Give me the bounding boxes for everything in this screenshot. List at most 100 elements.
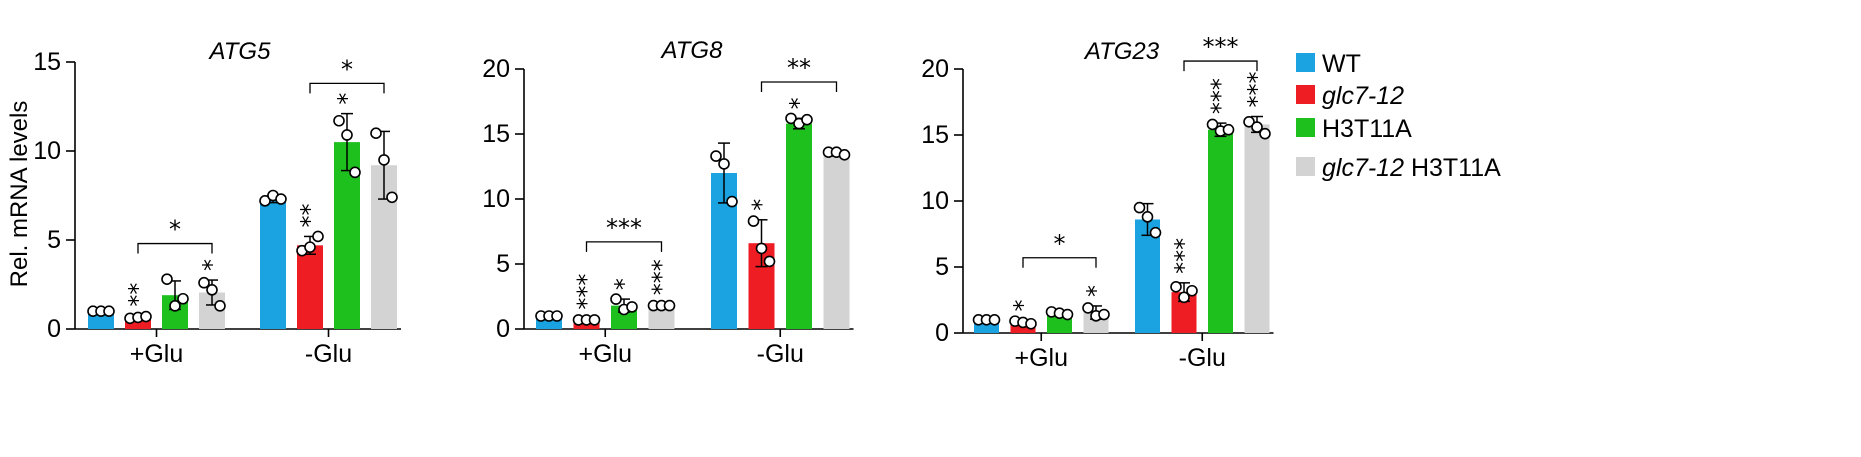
data-point	[551, 310, 563, 322]
significance-stars: ***	[648, 259, 676, 295]
significance-stars: **	[296, 203, 324, 227]
legend-swatch-glc7-12	[1296, 85, 1315, 104]
data-point	[259, 195, 271, 207]
data-point	[1133, 201, 1146, 214]
y-tick-label: 20	[921, 55, 949, 83]
x-category-label: -Glu	[757, 340, 804, 368]
comparison-bracket	[137, 242, 213, 254]
bracket-stars: ***	[1203, 33, 1239, 61]
significance-stars: *	[333, 93, 361, 105]
y-tick-label: 10	[482, 185, 510, 213]
data-point	[169, 300, 181, 312]
significance-stars: **	[124, 283, 152, 307]
data-point	[304, 241, 316, 253]
data-point	[1098, 308, 1110, 321]
significance-stars: ***	[573, 274, 601, 310]
data-point	[710, 150, 722, 162]
y-tick-label: 0	[496, 315, 510, 343]
y-tick-label: 5	[496, 250, 510, 278]
y-axis-label: Rel. mRNA levels	[6, 101, 33, 288]
data-point	[370, 127, 382, 139]
significance-stars: ***	[1207, 78, 1235, 114]
y-tick-label: 15	[482, 120, 510, 148]
chart-title: ATG23	[1083, 38, 1160, 65]
data-point	[785, 112, 797, 125]
data-point	[838, 149, 851, 161]
data-point	[1178, 291, 1190, 304]
y-tick-label: 20	[482, 55, 510, 83]
data-point	[1061, 308, 1074, 321]
data-point	[341, 129, 353, 141]
significance-stars: *	[1009, 299, 1037, 311]
y-tick-label: 10	[33, 137, 61, 165]
y-tick-label: 10	[921, 187, 949, 215]
significance-stars: *	[198, 259, 226, 271]
x-category-label: +Glu	[578, 340, 632, 368]
y-tick-label: 0	[47, 315, 61, 343]
data-point	[198, 276, 210, 289]
bar-glc7-12-h3t11a-glu	[1244, 124, 1270, 333]
data-point	[1186, 284, 1198, 297]
data-point	[177, 292, 189, 305]
data-point	[718, 158, 730, 170]
comparison-bracket	[309, 82, 385, 94]
legend-swatch-wt	[1296, 53, 1315, 72]
data-point	[1251, 121, 1263, 133]
bar-glc7-12-h3t11a-glu	[823, 153, 850, 329]
y-tick-label: 0	[935, 319, 949, 347]
legend-swatch-glc7-12-h3t11a	[1296, 157, 1315, 176]
comparison-bracket	[585, 241, 663, 252]
significance-stars: ***	[1170, 238, 1198, 274]
y-tick-label: 15	[33, 48, 61, 76]
comparison-bracket	[1022, 257, 1097, 268]
data-point	[663, 299, 676, 312]
data-point	[801, 113, 813, 126]
data-point	[275, 193, 287, 205]
x-category-label: +Glu	[1014, 344, 1068, 372]
x-category-label: -Glu	[1179, 344, 1226, 372]
bar-wt-glu	[260, 199, 286, 329]
data-point	[763, 255, 776, 268]
legend-label-glc7-12: glc7-12	[1322, 82, 1404, 110]
y-tick-label: 15	[921, 121, 949, 149]
data-point	[1206, 118, 1219, 131]
x-category-label: +Glu	[130, 340, 184, 368]
data-point	[312, 230, 324, 243]
data-point	[988, 313, 1001, 326]
data-point	[1141, 211, 1154, 223]
data-point	[1170, 280, 1182, 293]
legend-label-wt: WT	[1322, 50, 1361, 78]
legend: WT glc7-12 H3T11A glc7-12 H3T11A	[1296, 50, 1501, 182]
data-point	[140, 310, 152, 323]
data-point	[610, 293, 622, 305]
data-point	[747, 215, 760, 227]
data-point	[1259, 127, 1271, 140]
data-point	[1243, 116, 1255, 128]
bar-h3t11a-glu	[1208, 129, 1233, 333]
y-tick-label: 5	[935, 253, 949, 281]
data-point	[755, 242, 768, 255]
data-point	[588, 314, 601, 326]
data-point	[386, 191, 398, 204]
bracket-stars: *	[341, 55, 353, 83]
y-tick-label: 5	[47, 226, 61, 254]
significance-stars: *	[1082, 285, 1110, 297]
data-point	[626, 301, 638, 313]
bar-glc7-12-h3t11a-glu	[648, 305, 675, 329]
significance-stars: ***	[1243, 72, 1271, 108]
significance-stars: *	[785, 97, 813, 109]
data-point	[1082, 302, 1094, 314]
significance-stars: *	[748, 199, 776, 211]
data-point	[214, 300, 226, 312]
chart-title: ATG5	[208, 38, 272, 65]
data-point	[206, 284, 218, 296]
comparison-bracket	[1183, 60, 1258, 72]
data-point	[1025, 317, 1037, 330]
bracket-stars: **	[787, 54, 811, 82]
bar-glc7-12-glu	[297, 245, 323, 329]
legend-label-h3t11a: H3T11A	[1322, 115, 1412, 143]
